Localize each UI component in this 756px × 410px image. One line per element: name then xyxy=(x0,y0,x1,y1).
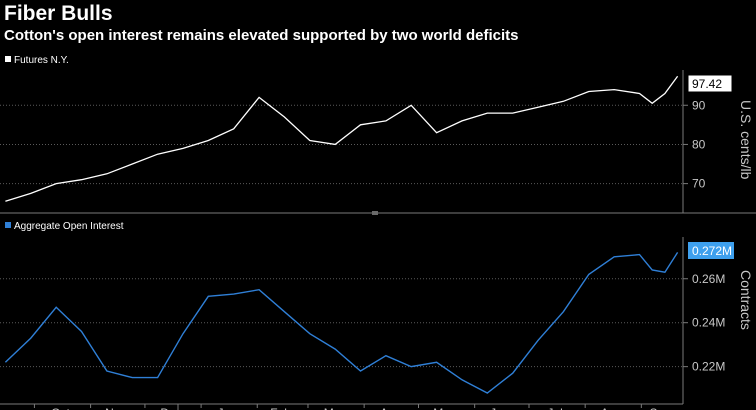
chart-subtitle: Cotton's open interest remains elevated … xyxy=(4,27,519,44)
open-interest-y-ticks: 0.22M 0.24M 0.26M xyxy=(683,272,725,374)
y-tick-label: 80 xyxy=(692,137,706,151)
open-interest-series-line xyxy=(4,252,679,394)
x-tick-label: Aug xyxy=(601,406,622,410)
x-tick-label: Jun xyxy=(490,406,509,410)
y-tick-label: 0.24M xyxy=(692,316,725,330)
x-tick-label: Oct xyxy=(51,406,70,410)
x-tick-label: May xyxy=(433,406,456,410)
futures-y-ticks: 70 80 90 xyxy=(683,98,706,191)
y-tick-label: 0.22M xyxy=(692,360,725,374)
x-tick-label: Feb xyxy=(270,406,291,410)
open-interest-legend-swatch xyxy=(5,222,11,228)
x-tick-label: Sep xyxy=(649,406,671,410)
x-tick-label: Nov xyxy=(105,406,126,410)
futures-series-line xyxy=(5,75,679,202)
open-interest-last-value-label: 0.272M xyxy=(692,244,732,258)
chart-title: Fiber Bulls xyxy=(4,2,113,25)
x-tick-label: Apr xyxy=(380,406,399,410)
panel-resize-handle[interactable] xyxy=(372,211,378,215)
y-tick-label: 0.26M xyxy=(692,272,725,286)
x-tick-label: Dec xyxy=(160,406,181,410)
open-interest-y-axis-label: Contracts xyxy=(738,270,754,330)
futures-last-value-box xyxy=(687,74,733,93)
open-interest-legend-label: Aggregate Open Interest xyxy=(14,221,124,232)
futures-gridlines xyxy=(0,104,683,185)
x-tick-label: Jul xyxy=(547,406,562,410)
open-interest-last-value-box xyxy=(688,242,734,259)
y-tick-label: 70 xyxy=(692,177,706,191)
x-axis-month-ticks: Oct Nov Dec Jan Feb Mar Apr May Jun Jul Aug Sep xyxy=(33,404,671,410)
futures-last-value-label: 97.42 xyxy=(692,77,722,91)
x-tick-label: Jan xyxy=(217,406,236,410)
futures-legend-swatch xyxy=(5,56,11,62)
open-interest-gridlines xyxy=(0,278,683,368)
futures-legend-label: Futures N.Y. xyxy=(14,55,69,66)
y-tick-label: 90 xyxy=(692,98,706,112)
futures-y-axis-label: U.S. cents/lb xyxy=(738,100,754,180)
x-tick-label: Mar xyxy=(324,406,345,410)
